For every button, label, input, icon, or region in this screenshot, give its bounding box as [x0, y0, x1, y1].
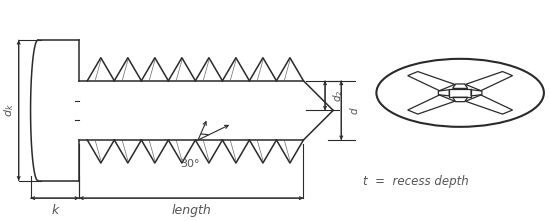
Text: $d_k$: $d_k$ — [2, 103, 16, 117]
Text: k: k — [51, 204, 58, 217]
Text: t  =  recess depth: t = recess depth — [363, 175, 469, 188]
Text: $d_2$: $d_2$ — [332, 89, 345, 102]
Text: length: length — [172, 204, 211, 217]
Text: $d$: $d$ — [348, 106, 360, 115]
Text: 30°: 30° — [180, 159, 200, 169]
